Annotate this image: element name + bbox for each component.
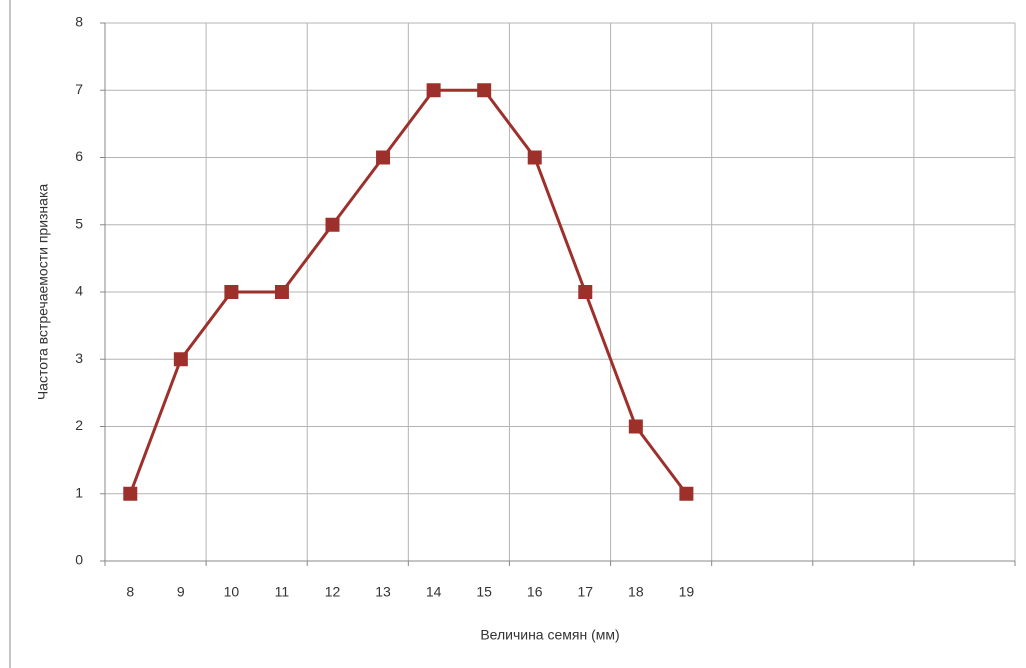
x-tick-label: 12 [325, 584, 341, 600]
y-tick-label: 0 [75, 552, 83, 568]
data-marker [679, 486, 694, 501]
x-axis-title: Величина семян (мм) [480, 627, 619, 643]
x-tick-label: 15 [476, 584, 492, 600]
data-marker [426, 83, 441, 98]
x-tick-label: 19 [679, 584, 695, 600]
data-marker [376, 150, 391, 165]
x-tick-label: 9 [177, 584, 185, 600]
x-tick-label: 13 [375, 584, 391, 600]
y-tick-label: 5 [75, 215, 83, 231]
y-axis-title: Частота встречаемости признака [35, 184, 51, 401]
data-marker [224, 285, 239, 299]
data-marker [325, 217, 340, 232]
y-tick-label: 6 [75, 148, 83, 164]
y-tick-label: 2 [75, 417, 83, 433]
y-tick-label: 8 [75, 14, 83, 30]
y-tick-label: 7 [75, 81, 83, 97]
x-tick-label: 17 [577, 584, 593, 600]
data-marker [274, 285, 289, 299]
x-tick-label: 11 [275, 584, 290, 600]
x-tick-label: 10 [224, 584, 240, 600]
x-tick-label: 16 [527, 584, 543, 600]
data-marker [123, 486, 138, 501]
data-marker [578, 285, 593, 299]
data-marker [173, 352, 188, 367]
data-line [128, 88, 688, 495]
y-tick-label: 1 [75, 484, 83, 500]
data-marker [477, 83, 492, 98]
data-marker [628, 419, 643, 434]
x-tick-label: 8 [126, 584, 134, 600]
x-tick-label: 18 [628, 584, 644, 600]
y-tick-label: 4 [75, 283, 83, 299]
x-tick-label: 14 [426, 584, 442, 600]
data-marker [527, 150, 542, 165]
y-tick-label: 3 [75, 350, 83, 366]
